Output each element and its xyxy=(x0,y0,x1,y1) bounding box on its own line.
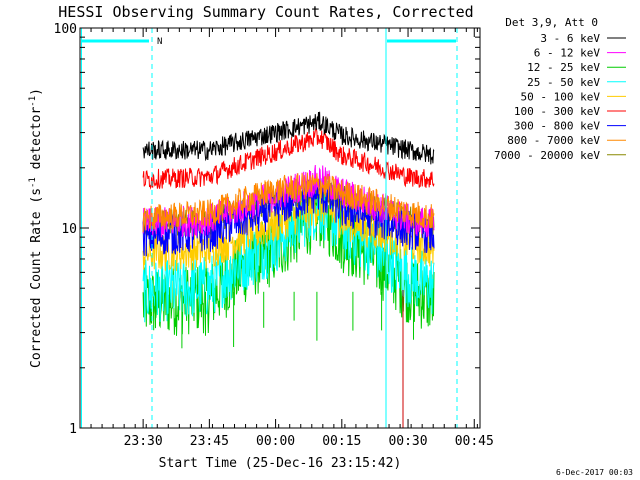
legend-label: 300 - 800 keV xyxy=(514,120,600,133)
legend-label: 50 - 100 keV xyxy=(521,90,601,103)
legend-label: 100 - 300 keV xyxy=(514,105,600,118)
y-axis-label-sup: -1 xyxy=(28,177,38,188)
chart-title: HESSI Observing Summary Count Rates, Cor… xyxy=(58,3,473,21)
legend-label: 25 - 50 keV xyxy=(527,76,600,89)
legend-label: 800 - 7000 keV xyxy=(507,134,600,147)
x-tick-label: 00:15 xyxy=(322,434,361,449)
y-axis-label-sup2: -1 xyxy=(28,96,38,107)
night-label: N xyxy=(157,37,162,47)
axes: 1 10 100 23:30 23:45 00:00 00:15 00:30 00:45 xyxy=(54,22,494,449)
plot-area: N xyxy=(81,28,458,428)
series-line xyxy=(142,111,435,165)
y-tick-label: 100 xyxy=(54,22,77,37)
x-tick-label: 00:45 xyxy=(455,434,494,449)
x-tick-label: 23:30 xyxy=(124,434,163,449)
x-tick-label: 00:30 xyxy=(388,434,427,449)
legend-label: 7000 - 20000 keV xyxy=(494,149,600,162)
legend-label: 6 - 12 keV xyxy=(534,47,601,60)
y-axis-label-text: Corrected Count Rate (s xyxy=(29,188,44,368)
x-axis-label: Start Time (25-Dec-16 23:15:42) xyxy=(159,456,402,471)
y-tick-label: 1 xyxy=(69,422,77,437)
legend-label: 3 - 6 keV xyxy=(540,32,600,45)
legend-title: Det 3,9, Att 0 xyxy=(505,16,598,29)
x-tick-label: 00:00 xyxy=(256,434,295,449)
y-axis-label: Corrected Count Rate (s-1 detector-1) xyxy=(28,88,44,368)
y-tick-label: 10 xyxy=(61,222,77,237)
footer-date: 6-Dec-2017 00:03 xyxy=(556,468,633,477)
y-axis-label-tail: detector xyxy=(29,107,44,178)
y-axis-label-close: ) xyxy=(29,88,44,96)
x-tick-label: 23:45 xyxy=(190,434,229,449)
legend-label: 12 - 25 keV xyxy=(527,61,600,74)
